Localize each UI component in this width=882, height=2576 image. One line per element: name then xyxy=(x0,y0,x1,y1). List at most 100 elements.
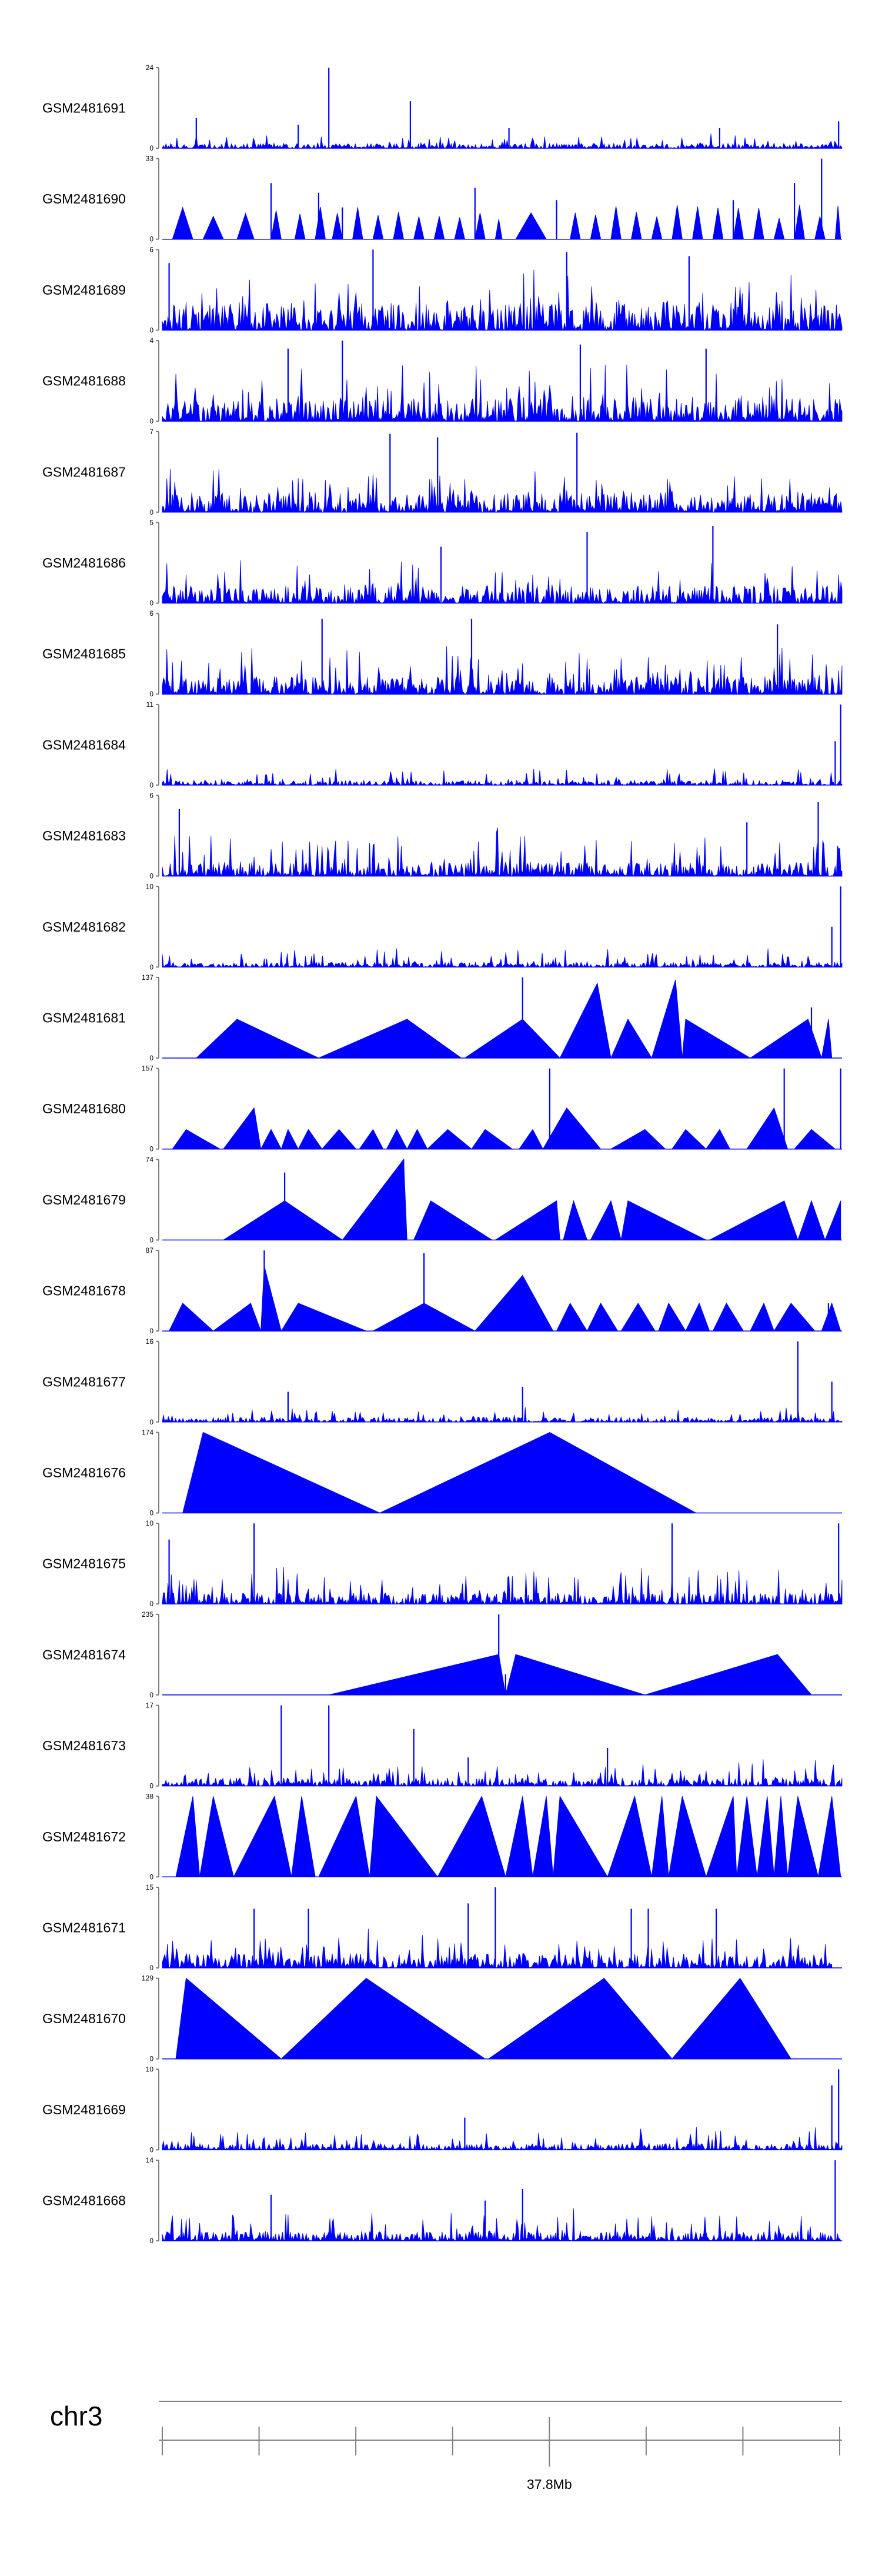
track-label: GSM2481670 xyxy=(42,2011,126,2026)
track-label: GSM2481686 xyxy=(42,555,126,570)
coverage-triangle xyxy=(733,208,744,240)
track: GSM2481684 11 0 xyxy=(42,700,843,789)
track-ymin-label: 0 xyxy=(149,1509,153,1517)
track-ymin-label: 0 xyxy=(149,1691,153,1699)
track-label: GSM2481672 xyxy=(42,1829,126,1844)
track-ymax-label: 137 xyxy=(142,973,153,982)
track-label: GSM2481671 xyxy=(42,1920,126,1936)
coverage-triangle xyxy=(494,1200,560,1240)
track: GSM2481682 10 0 xyxy=(42,882,843,971)
track-ymin-label: 0 xyxy=(149,326,153,334)
coverage-triangle xyxy=(342,1158,407,1240)
coverage-triangle xyxy=(821,1019,833,1059)
tracks-group: GSM2481691240GSM2481690330GSM248168960GS… xyxy=(42,64,843,2245)
track-ymax-label: 6 xyxy=(149,245,153,253)
coverage-area xyxy=(162,1407,843,1423)
coverage-triangle xyxy=(280,1129,299,1150)
coverage-triangle xyxy=(495,219,503,240)
coverage-area xyxy=(162,646,843,695)
track-label: GSM2481675 xyxy=(42,1556,126,1571)
track: GSM2481690 33 0 xyxy=(42,155,842,243)
track: GSM2481691 24 0 xyxy=(42,64,843,152)
track-ymin-label: 0 xyxy=(149,1873,153,1881)
track-ymin-label: 0 xyxy=(149,1600,153,1608)
coverage-triangle xyxy=(569,212,581,240)
coverage-triangle xyxy=(712,1302,744,1332)
track: GSM2481685 6 0 xyxy=(42,609,843,698)
coverage-triangle xyxy=(175,1977,282,2060)
track-ymin-label: 0 xyxy=(149,1418,153,1426)
coverage-triangle xyxy=(610,1129,666,1150)
coverage-triangle xyxy=(291,1796,316,1877)
track-label: GSM2481668 xyxy=(42,2193,126,2208)
track-ymax-label: 6 xyxy=(149,792,153,800)
coverage-triangle xyxy=(821,1302,841,1332)
coverage-triangle xyxy=(824,1200,841,1240)
coverage-triangle xyxy=(475,213,486,240)
track-label: GSM2481688 xyxy=(42,373,126,389)
track-label: GSM2481681 xyxy=(42,1010,126,1026)
genome-axis: chr3 37.8Mb xyxy=(50,2401,842,2492)
coverage-triangle xyxy=(658,1302,686,1332)
coverage-triangle xyxy=(298,1129,323,1150)
coverage-triangle xyxy=(685,1302,710,1332)
coverage-triangle xyxy=(236,212,255,240)
track: GSM2481681 137 0 xyxy=(42,973,842,1062)
track-ymin-label: 0 xyxy=(149,781,153,789)
coverage-triangle xyxy=(195,1019,319,1059)
track-ymax-label: 10 xyxy=(146,1519,154,1527)
coverage-triangle xyxy=(454,217,466,240)
track-label: GSM2481689 xyxy=(42,282,126,298)
coverage-triangle xyxy=(406,1129,428,1150)
coverage-triangle xyxy=(644,1654,813,1696)
coverage-triangle xyxy=(321,1129,357,1150)
coverage-triangle xyxy=(518,1129,544,1150)
track: GSM2481683 6 0 xyxy=(42,792,843,880)
coverage-triangle xyxy=(437,1796,506,1877)
coverage-triangle xyxy=(369,1795,439,1877)
coverage-triangle xyxy=(433,216,445,240)
track-ymax-label: 11 xyxy=(146,700,154,709)
coverage-area xyxy=(162,134,843,149)
coverage-triangle xyxy=(515,212,547,240)
track: GSM2481678 87 0 xyxy=(42,1246,842,1335)
track: GSM2481676 174 0 xyxy=(42,1429,842,1517)
coverage-triangle xyxy=(610,1018,653,1059)
track: GSM2481677 16 0 xyxy=(42,1337,843,1426)
track: GSM2481688 4 0 xyxy=(42,336,843,425)
coverage-triangle xyxy=(212,1303,262,1332)
track-ymax-label: 74 xyxy=(146,1155,154,1163)
coverage-triangle xyxy=(372,215,384,240)
coverage-triangle xyxy=(712,208,724,240)
coverage-triangle xyxy=(413,216,425,240)
coverage-triangle xyxy=(280,1978,486,2060)
track-ymax-label: 15 xyxy=(146,1883,154,1891)
track-ymax-label: 10 xyxy=(146,882,154,890)
track-ymin-label: 0 xyxy=(149,599,153,608)
coverage-area xyxy=(162,2208,843,2242)
coverage-triangle xyxy=(607,1795,652,1877)
coverage-triangle xyxy=(590,215,602,240)
coverage-triangle xyxy=(671,205,683,240)
track-ymin-label: 0 xyxy=(149,144,153,152)
track-ymin-label: 0 xyxy=(149,508,153,516)
coverage-triangle xyxy=(787,1796,819,1877)
track-ymin-label: 0 xyxy=(149,2237,153,2245)
coverage-triangle xyxy=(797,1200,826,1240)
coverage-triangle xyxy=(280,1303,366,1332)
coverage-triangle xyxy=(474,1274,554,1332)
track-ymax-label: 87 xyxy=(146,1246,154,1254)
coverage-triangle xyxy=(223,1107,262,1150)
track: GSM2481670 129 0 xyxy=(42,1974,842,2063)
track-ymax-label: 157 xyxy=(142,1065,153,1073)
coverage-triangle xyxy=(692,206,703,240)
coverage-triangle xyxy=(586,1302,619,1332)
coverage-triangle xyxy=(168,1303,214,1332)
coverage-triangle xyxy=(834,205,841,240)
coverage-triangle xyxy=(471,1129,513,1150)
coverage-triangle xyxy=(463,1019,561,1059)
track-label: GSM2481690 xyxy=(42,191,126,206)
track: GSM2481689 6 0 xyxy=(42,245,843,334)
track-ymin-label: 0 xyxy=(149,872,153,880)
